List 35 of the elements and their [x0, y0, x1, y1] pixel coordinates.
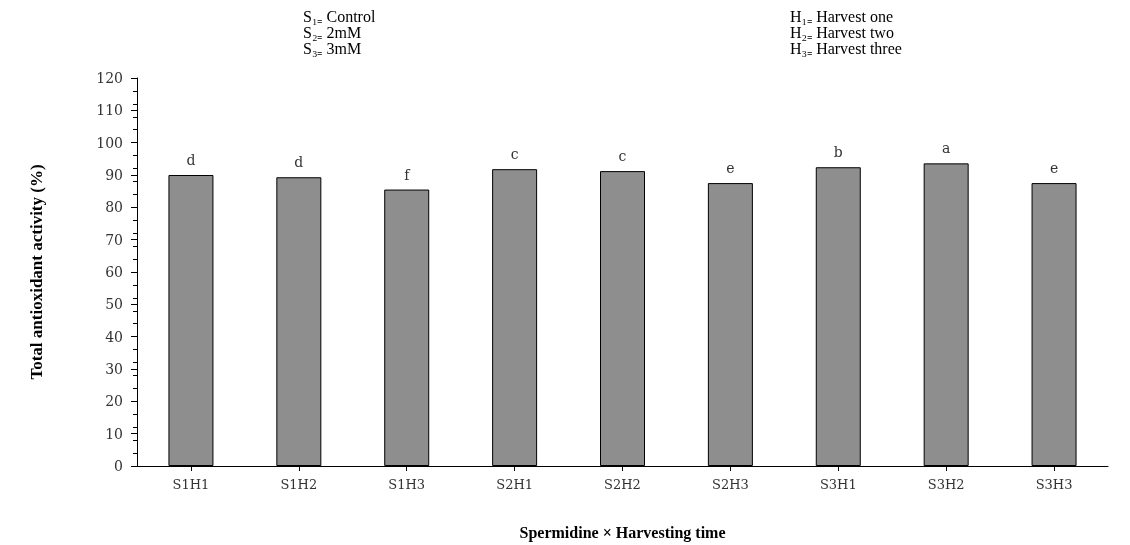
x-tick-label: S1H2 — [280, 477, 318, 492]
y-tick-label: 60 — [105, 264, 123, 280]
x-tick-label: S2H1 — [496, 477, 534, 492]
x-tick-label: S3H2 — [927, 477, 965, 492]
y-tick-label: 70 — [105, 231, 123, 248]
y-tick-label: 120 — [96, 70, 123, 86]
x-tick-label: S3H1 — [819, 477, 857, 492]
data-label: c — [618, 148, 627, 165]
y-tick-label: 110 — [96, 102, 123, 119]
y-tick-label: 90 — [105, 167, 123, 183]
y-tick-label: 30 — [105, 361, 123, 377]
data-label: c — [510, 146, 519, 163]
data-label: f — [404, 166, 412, 183]
x-tick-label: S1H3 — [388, 477, 426, 492]
y-tick-label: 80 — [105, 199, 123, 216]
text: H₁₌ Harvest one — [790, 7, 893, 25]
text: S₁₌ Control — [303, 7, 376, 25]
y-tick-label: 0 — [114, 458, 123, 474]
data-label: d — [186, 152, 196, 168]
y-tick-label: 50 — [105, 296, 123, 313]
x-tick-label: S3H3 — [1035, 477, 1073, 492]
data-label: e — [726, 160, 735, 177]
y-tick-label: 10 — [105, 425, 123, 442]
x-tick-label: S2H2 — [604, 477, 641, 492]
data-label: b — [833, 144, 843, 161]
x-tick-label: S1H1 — [172, 477, 210, 492]
x-axis-title: Spermidine × Harvesting time — [519, 523, 726, 542]
y-tick-label: 20 — [105, 393, 123, 410]
y-axis-title: Total antioxidant activity (%) — [27, 164, 46, 380]
data-label: d — [294, 154, 304, 171]
x-tick-label: S2H3 — [711, 477, 749, 492]
y-tick-label: 100 — [96, 134, 123, 151]
data-label: e — [1049, 160, 1059, 177]
data-label: a — [941, 140, 951, 157]
y-tick-label: 40 — [105, 328, 123, 345]
